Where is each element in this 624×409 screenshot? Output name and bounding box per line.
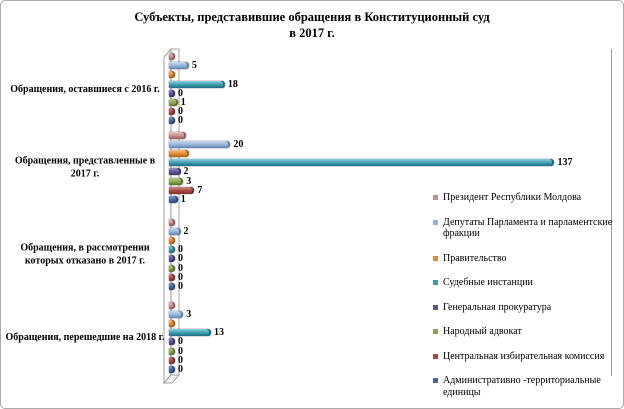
legend-label: Центральная избирательная комиссия	[443, 350, 605, 362]
bar	[169, 347, 175, 355]
bar-value-label: 0	[178, 271, 183, 283]
legend-swatch	[433, 219, 438, 225]
bar	[169, 149, 189, 157]
legend-swatch	[433, 255, 438, 261]
legend-swatch	[433, 280, 438, 285]
legend-label: Правительство	[443, 252, 507, 264]
bar	[169, 218, 175, 226]
plot-right-border	[611, 49, 612, 376]
bar	[169, 53, 175, 60]
bar	[169, 356, 175, 364]
bar	[169, 131, 187, 139]
bar	[169, 168, 181, 176]
bar-value-label: 13	[214, 327, 224, 339]
bar	[169, 177, 184, 185]
legend-swatch	[433, 329, 438, 334]
legend-label: Судебные инстанции	[443, 277, 533, 288]
bar-value-label: 0	[178, 363, 183, 375]
bar	[169, 319, 175, 327]
legend-item: Административно -территориальные единицы	[433, 375, 621, 398]
bar-value-label: 137	[557, 157, 573, 169]
category-label: Обращения, оставшиеся с 2016 г.	[10, 83, 160, 95]
legend-item: Народный адвокат	[433, 326, 621, 338]
chart-title: Субъекты, представившие обращения в Конс…	[1, 9, 623, 41]
bar	[169, 108, 175, 116]
legend-item: Центральная избирательная комиссия	[433, 351, 621, 363]
bar-value-label: 1	[180, 97, 186, 108]
bar	[169, 301, 175, 309]
bar-value-label: 0	[178, 280, 183, 292]
bar	[169, 89, 175, 97]
bar-value-label: 0	[178, 244, 183, 256]
bar	[169, 71, 175, 79]
bar	[169, 195, 178, 203]
bar	[169, 99, 178, 106]
legend-item: Генеральная прокуратура	[433, 302, 621, 314]
bar-value-label: 0	[178, 262, 183, 274]
legend-label: Президент Республики Молдова	[443, 192, 582, 203]
bar	[169, 255, 175, 263]
bar	[169, 227, 181, 235]
bar	[169, 246, 175, 254]
bar	[169, 282, 175, 290]
chart-title-line1: Субъекты, представившие обращения в Конс…	[134, 10, 490, 24]
bar-value-label: 0	[178, 354, 183, 366]
bar	[169, 264, 175, 272]
legend-swatch	[433, 304, 438, 310]
chart-title-line2: в 2017 г.	[289, 26, 335, 40]
bar	[169, 117, 175, 125]
bar-value-label: 3	[186, 308, 192, 320]
bar	[169, 310, 184, 318]
legend-swatch	[433, 353, 438, 359]
bar	[169, 62, 189, 70]
bar-value-label: 20	[233, 138, 244, 150]
bar-value-label: 18	[227, 78, 238, 90]
bar	[169, 236, 175, 244]
bar-value-label: 5	[191, 60, 197, 72]
bar-value-label: 0	[178, 336, 183, 348]
bar	[169, 273, 175, 281]
bar-value-label: 0	[178, 87, 183, 99]
bar-value-label: 0	[178, 106, 183, 118]
bar	[169, 140, 231, 148]
bar	[169, 159, 555, 167]
legend-swatch	[433, 378, 438, 383]
legend-item: Депутаты Парламента и парламентские фрак…	[433, 217, 621, 240]
bar-value-label: 7	[197, 184, 203, 196]
bar-value-label: 3	[186, 175, 192, 187]
legend-label: Генеральная прокуратура	[443, 301, 552, 313]
legend-label: Народный адвокат	[443, 326, 522, 337]
bar	[169, 365, 175, 373]
bar	[169, 186, 195, 194]
category-label: Обращения, перешедшие на 2018 г.	[5, 332, 165, 344]
legend-swatch	[433, 195, 438, 200]
legend-item: Президент Республики Молдова	[433, 192, 621, 204]
bar-value-label: 2	[183, 166, 189, 178]
bar	[169, 329, 211, 337]
bar	[169, 80, 225, 88]
legend-label: Депутаты Парламента и парламентские фрак…	[443, 216, 613, 240]
bar-value-label: 0	[178, 253, 183, 265]
legend-item: Правительство	[433, 253, 621, 265]
category-label: Обращения, в рассмотрении которых отказа…	[20, 242, 150, 267]
category-label: Обращения, представленные в 2017 г.	[14, 155, 156, 180]
legend: Президент Республики Молдова Депутаты Пар…	[433, 192, 621, 408]
bar-value-label: 1	[180, 193, 186, 205]
legend-label: Административно -территориальные единицы	[443, 375, 601, 398]
bar-value-label: 0	[178, 345, 183, 357]
bar	[169, 338, 175, 346]
legend-item: Судебные инстанции	[433, 277, 621, 289]
bar-value-label: 0	[178, 115, 183, 127]
bar-value-label: 2	[183, 225, 189, 237]
